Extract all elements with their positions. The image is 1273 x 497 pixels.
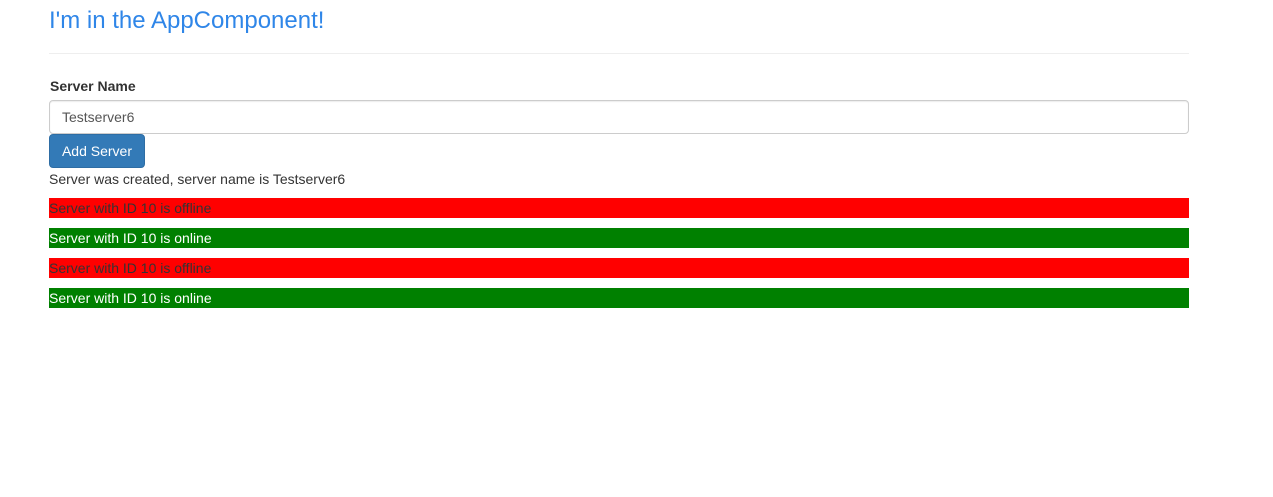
divider (49, 53, 1189, 54)
server-created-message: Server was created, server name is Tests… (49, 171, 346, 187)
server-name-input[interactable] (49, 100, 1189, 134)
server-row: Server with ID 10 is offline (49, 198, 1189, 218)
server-row: Server with ID 10 is online (49, 228, 1189, 248)
server-row: Server with ID 10 is online (49, 288, 1189, 308)
page-title: I'm in the AppComponent! (49, 7, 325, 34)
add-server-button[interactable]: Add Server (49, 134, 145, 168)
server-name-label: Server Name (50, 78, 136, 94)
server-row: Server with ID 10 is offline (49, 258, 1189, 278)
server-list: Server with ID 10 is offline Server with… (49, 198, 1189, 318)
